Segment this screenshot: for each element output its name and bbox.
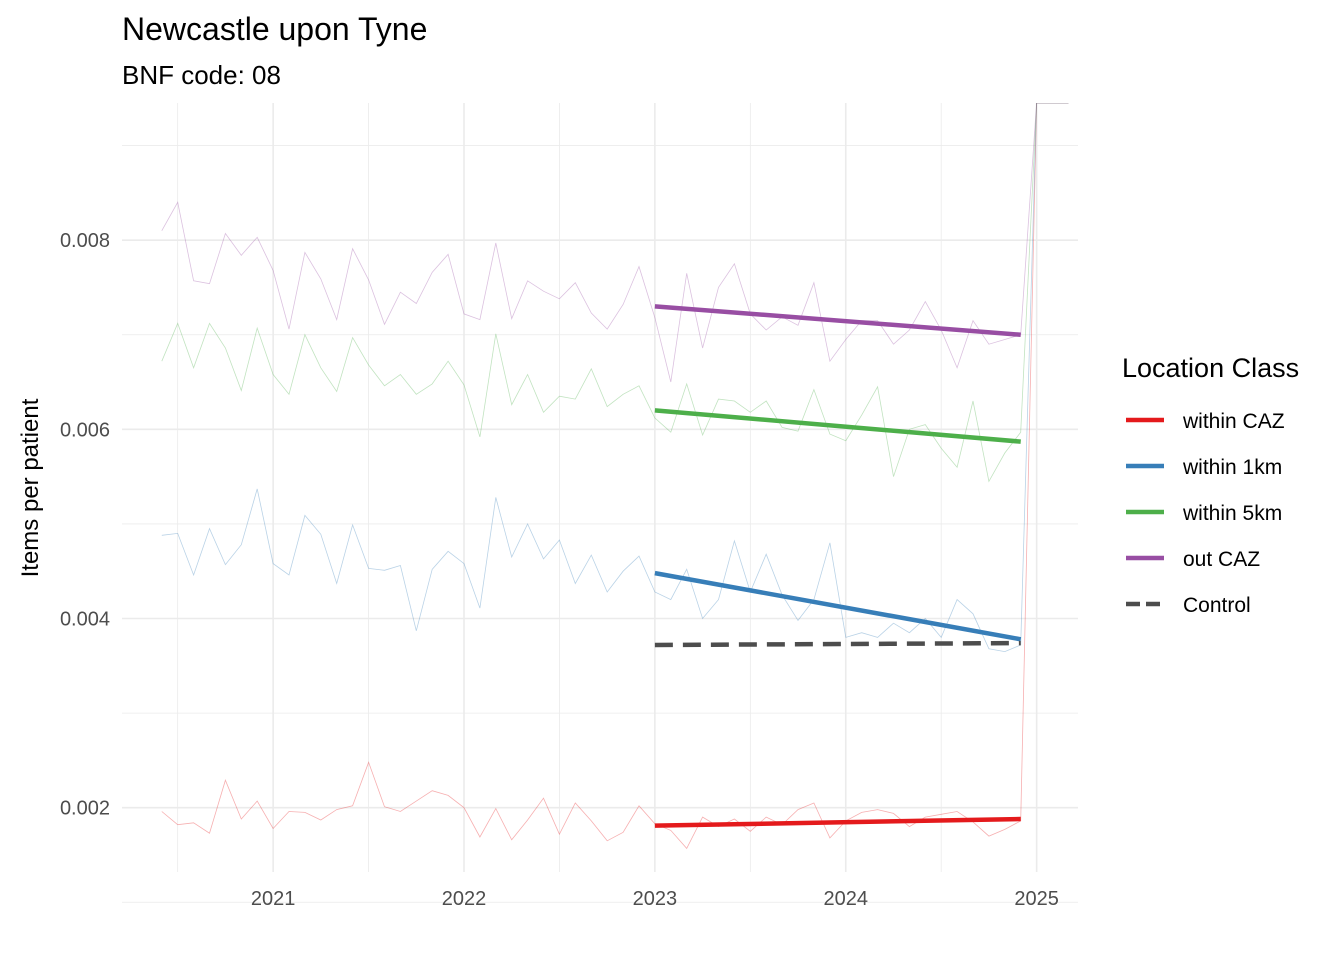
- chart-title: Newcastle upon Tyne: [122, 11, 427, 47]
- y-tick-label: 0.006: [60, 419, 110, 441]
- legend: Location Class within CAZ within 1km withi…: [1122, 353, 1299, 617]
- x-tick-label: 2024: [824, 888, 869, 910]
- series-line-within-caz: [161, 103, 1069, 850]
- y-tick-label: 0.004: [60, 609, 110, 631]
- x-tick-label: 2023: [633, 888, 678, 910]
- legend-label: within 1km: [1182, 456, 1282, 479]
- series-line-out-caz: [161, 103, 1069, 383]
- x-tick-label: 2022: [442, 888, 487, 910]
- trend-line-within-1km: [654, 570, 1022, 642]
- series-line-within-1km: [161, 103, 1069, 653]
- legend-label: within 5km: [1182, 502, 1282, 525]
- legend-label: within CAZ: [1182, 410, 1285, 433]
- legend-label: Control: [1183, 594, 1251, 617]
- y-tick-label: 0.008: [60, 230, 110, 252]
- trend-line-within-5km: [654, 408, 1021, 444]
- series-layer: [161, 103, 1069, 850]
- x-tick-label: 2025: [1014, 888, 1059, 910]
- chart-subtitle: BNF code: 08: [122, 60, 281, 90]
- trend-line-within-caz: [654, 816, 1021, 828]
- legend-title: Location Class: [1122, 353, 1299, 383]
- x-tick-label: 2021: [251, 888, 296, 910]
- legend-label: out CAZ: [1183, 548, 1260, 571]
- gridlines: [122, 103, 1078, 903]
- trend-layer: [654, 304, 1022, 828]
- trend-line-out-caz: [654, 304, 1021, 337]
- series-line-within-5km: [161, 103, 1069, 483]
- trend-line-control: [654, 640, 1021, 648]
- axes: 0.002 0.004 0.006 0.008 2021 2022 2023 2024 2025: [60, 230, 1059, 910]
- y-axis-label: Items per patient: [17, 398, 44, 577]
- y-tick-label: 0.002: [60, 798, 110, 820]
